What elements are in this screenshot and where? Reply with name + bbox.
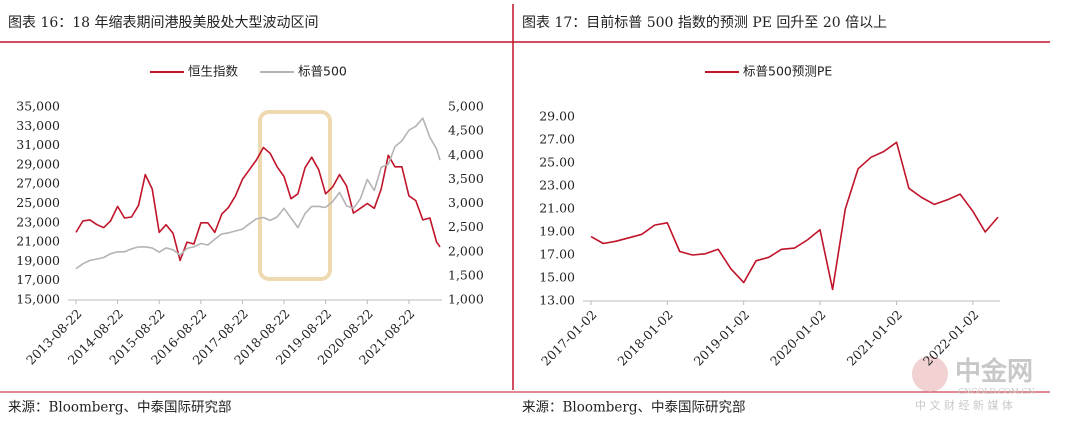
y-tick-label: 25,000 xyxy=(16,195,60,210)
y2-tick-label: 5,000 xyxy=(448,99,484,114)
y2-tick-label: 4,500 xyxy=(448,123,484,138)
x-tick-label: 2020-01-02 xyxy=(767,307,829,369)
panel-title: 图表 17：目前标普 500 指数的预测 PE 回升至 20 倍以上 xyxy=(522,14,887,31)
series-line xyxy=(75,146,441,262)
y-tick-label: 27,000 xyxy=(16,176,60,191)
legend-label: 标普500预测PE xyxy=(743,64,832,79)
panel-title: 图表 16：18 年缩表期间港股美股处大型波动区间 xyxy=(8,15,319,31)
y-tick-label: 23,000 xyxy=(16,214,60,229)
y-tick-label: 15,000 xyxy=(16,292,60,307)
x-tick-label: 2021-01-02 xyxy=(844,307,906,369)
watermark: CNGOLD.COM.CN xyxy=(958,387,1035,396)
y-tick-label: 35,000 xyxy=(16,99,60,114)
y-tick-label: 31,000 xyxy=(16,137,60,152)
series-line xyxy=(590,141,999,291)
legend-label: 标普500 xyxy=(298,64,347,79)
x-tick-label: 2018-01-02 xyxy=(614,307,676,369)
y-tick-label: 33,000 xyxy=(16,118,60,133)
y-tick-label: 17.00 xyxy=(539,247,575,262)
y-tick-label: 23.00 xyxy=(539,178,575,193)
y2-tick-label: 1,500 xyxy=(448,267,484,282)
y2-tick-label: 2,000 xyxy=(448,243,484,258)
y2-tick-label: 3,500 xyxy=(448,171,484,186)
y2-tick-label: 2,500 xyxy=(448,219,484,234)
y-tick-label: 29,000 xyxy=(16,156,60,171)
legend-label: 恒生指数 xyxy=(188,64,239,79)
y-tick-label: 29.00 xyxy=(539,109,575,124)
watermark: 中 文 财 经 新 媒 体 xyxy=(915,398,1013,412)
y-tick-label: 25.00 xyxy=(539,155,575,170)
y-tick-label: 13.00 xyxy=(539,293,575,308)
watermark-logo xyxy=(912,356,948,392)
source: 来源：Bloomberg、中泰国际研究部 xyxy=(522,400,746,416)
y-tick-label: 15.00 xyxy=(539,270,575,285)
x-tick-label: 2017-01-02 xyxy=(538,307,600,369)
source: 来源：Bloomberg、中泰国际研究部 xyxy=(8,400,232,416)
y-tick-label: 19.00 xyxy=(539,224,575,239)
y-tick-label: 27.00 xyxy=(539,132,575,147)
y2-tick-label: 4,000 xyxy=(448,147,484,162)
y-tick-label: 19,000 xyxy=(16,253,60,268)
y-tick-label: 17,000 xyxy=(16,272,60,287)
y-tick-label: 21,000 xyxy=(16,234,60,249)
x-tick-label: 2019-01-02 xyxy=(691,307,753,369)
y2-tick-label: 3,000 xyxy=(448,195,484,210)
y2-tick-label: 1,000 xyxy=(448,292,484,307)
series-line xyxy=(75,117,441,270)
watermark: 中金网 xyxy=(955,356,1033,387)
y-tick-label: 21.00 xyxy=(539,201,575,216)
highlight-box xyxy=(258,110,332,281)
